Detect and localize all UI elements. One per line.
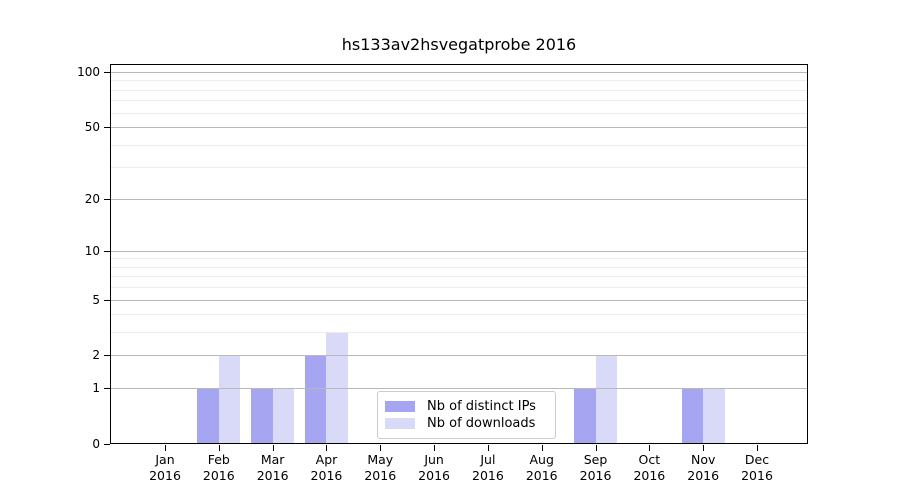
- bar-downloads: [218, 355, 241, 444]
- grid-line-major: [111, 199, 807, 200]
- legend-item: Nb of downloads: [385, 415, 547, 432]
- grid-line-major: [111, 72, 807, 73]
- x-axis-tick-label: Oct 2016: [633, 452, 666, 483]
- legend-label: Nb of distinct IPs: [427, 398, 536, 414]
- x-axis-tick-mark: [488, 445, 489, 451]
- y-axis-tick-label: 1: [92, 381, 100, 396]
- x-axis-tick-mark: [380, 445, 381, 451]
- legend-label: Nb of downloads: [427, 415, 536, 431]
- x-axis-tick-label: Jun 2016: [418, 452, 450, 483]
- grid-line-major: [111, 355, 807, 356]
- grid-line-major: [111, 127, 807, 128]
- chart-title: hs133av2hsvegatprobe 2016: [341, 35, 577, 54]
- x-axis-tick-mark: [326, 445, 327, 451]
- grid-line-minor: [111, 90, 807, 91]
- y-axis-tick-mark: [104, 127, 110, 128]
- x-axis-tick-label: Dec 2016: [741, 452, 773, 483]
- bar-distinct-ips: [681, 388, 704, 444]
- x-axis-tick-mark: [649, 445, 650, 451]
- grid-line-minor: [111, 267, 807, 268]
- legend-swatch-distinct-ips: [385, 401, 415, 412]
- y-axis-tick-mark: [104, 388, 110, 389]
- y-axis-tick-label: 5: [92, 292, 100, 307]
- x-axis-tick-mark: [757, 445, 758, 451]
- bar-distinct-ips: [574, 388, 596, 444]
- y-axis-tick-mark: [104, 251, 110, 252]
- bar-distinct-ips: [197, 388, 219, 444]
- x-axis-tick-mark: [434, 445, 435, 451]
- bar-downloads: [595, 355, 618, 444]
- bar-distinct-ips: [304, 355, 327, 444]
- grid-line-major: [111, 251, 807, 252]
- plot-area-border: [110, 64, 808, 444]
- x-axis-tick-label: Feb 2016: [202, 452, 235, 483]
- grid-line-minor: [111, 332, 807, 333]
- x-axis-tick-mark: [542, 445, 543, 451]
- y-axis-tick-mark: [104, 355, 110, 356]
- bar-downloads: [703, 388, 725, 444]
- x-axis-tick-mark: [219, 445, 220, 451]
- grid-line-minor: [111, 113, 807, 114]
- grid-line-major: [111, 300, 807, 301]
- y-axis-tick-mark: [104, 72, 110, 73]
- y-axis-tick-label: 0: [92, 437, 100, 451]
- x-axis-tick-label: May 2016: [364, 452, 397, 483]
- x-axis-tick-label: Jul 2016: [472, 452, 504, 483]
- y-axis-tick-label: 50: [84, 120, 100, 135]
- x-axis-tick-label: Aug 2016: [525, 452, 558, 483]
- y-axis-tick-label: 2: [92, 348, 100, 363]
- grid-line-minor: [111, 145, 807, 146]
- x-axis-tick-mark: [703, 445, 704, 451]
- y-axis-tick-mark: [104, 199, 110, 200]
- grid-line-minor: [111, 100, 807, 101]
- x-axis-tick-label: Apr 2016: [310, 452, 343, 483]
- y-axis-tick-label: 20: [84, 191, 100, 206]
- grid-line-minor: [111, 287, 807, 288]
- legend-swatch-downloads: [385, 418, 415, 429]
- legend: Nb of distinct IPs Nb of downloads: [377, 391, 556, 439]
- x-axis-tick-label: Nov 2016: [687, 452, 720, 483]
- grid-line-major: [111, 388, 807, 389]
- y-axis-tick-label: 100: [77, 65, 100, 79]
- x-axis-tick-mark: [273, 445, 274, 451]
- x-axis-tick-mark: [165, 445, 166, 451]
- legend-item: Nb of distinct IPs: [385, 398, 547, 415]
- grid-line-minor: [111, 276, 807, 277]
- grid-line-minor: [111, 80, 807, 81]
- x-axis-tick-label: Sep 2016: [579, 452, 612, 483]
- y-axis-tick-mark: [104, 300, 110, 301]
- x-axis-tick-label: Jan 2016: [149, 452, 181, 483]
- y-axis-tick-mark: [104, 444, 110, 445]
- grid-line-minor: [111, 314, 807, 315]
- x-axis-tick-mark: [596, 445, 597, 451]
- bar-distinct-ips: [251, 388, 273, 444]
- bar-downloads: [272, 388, 295, 444]
- y-axis-tick-label: 10: [84, 243, 100, 258]
- x-axis-tick-label: Mar 2016: [256, 452, 289, 483]
- grid-line-minor: [111, 258, 807, 259]
- grid-line-minor: [111, 167, 807, 168]
